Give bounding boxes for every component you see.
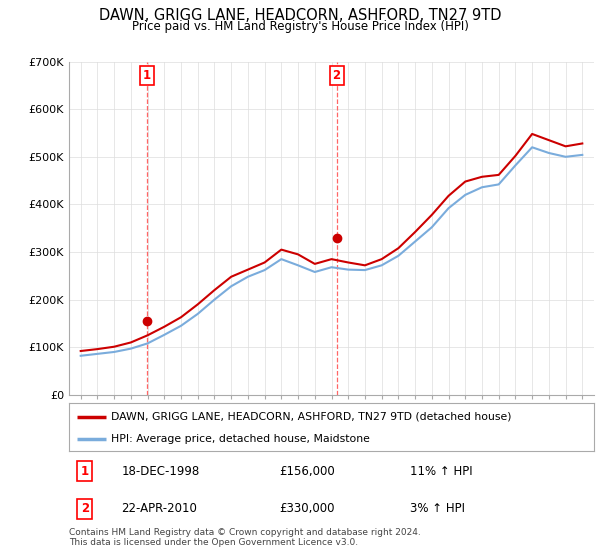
Text: 2: 2 [332, 69, 341, 82]
Text: £330,000: £330,000 [279, 502, 335, 515]
Text: 1: 1 [143, 69, 151, 82]
Text: 1: 1 [80, 465, 89, 478]
Text: 11% ↑ HPI: 11% ↑ HPI [410, 465, 473, 478]
Text: 22-APR-2010: 22-APR-2010 [121, 502, 197, 515]
Text: DAWN, GRIGG LANE, HEADCORN, ASHFORD, TN27 9TD: DAWN, GRIGG LANE, HEADCORN, ASHFORD, TN2… [99, 8, 501, 24]
Text: DAWN, GRIGG LANE, HEADCORN, ASHFORD, TN27 9TD (detached house): DAWN, GRIGG LANE, HEADCORN, ASHFORD, TN2… [111, 412, 511, 422]
Text: 18-DEC-1998: 18-DEC-1998 [121, 465, 200, 478]
Text: Price paid vs. HM Land Registry's House Price Index (HPI): Price paid vs. HM Land Registry's House … [131, 20, 469, 32]
Text: 3% ↑ HPI: 3% ↑ HPI [410, 502, 465, 515]
Text: £156,000: £156,000 [279, 465, 335, 478]
Text: 2: 2 [80, 502, 89, 515]
Text: Contains HM Land Registry data © Crown copyright and database right 2024.
This d: Contains HM Land Registry data © Crown c… [69, 528, 421, 547]
Text: HPI: Average price, detached house, Maidstone: HPI: Average price, detached house, Maid… [111, 434, 370, 444]
